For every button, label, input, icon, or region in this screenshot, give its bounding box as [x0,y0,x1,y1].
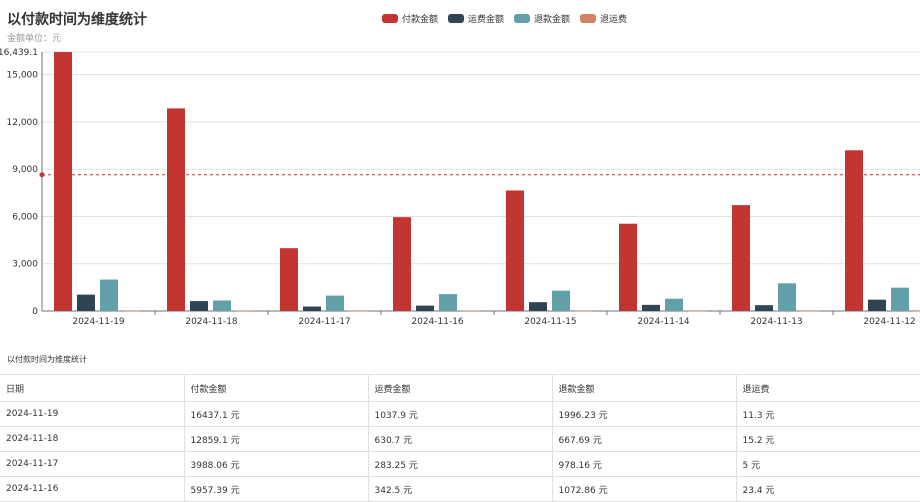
y-tick-label: 15,000 [7,71,39,81]
x-tick-label: 2024-11-14 [637,317,690,327]
x-tick-label: 2024-11-17 [298,317,350,327]
bar [416,305,434,311]
legend-label-payment: 付款金额 [402,15,439,25]
bar [393,217,411,311]
bar [665,298,683,311]
bar [236,310,254,312]
bar [755,305,773,311]
column-header-refund: 退款金额 [551,374,737,402]
bar [280,248,298,311]
column-header-shipping: 运费金额 [367,374,553,402]
legend-item-refund[interactable]: 退款金额 [514,12,570,25]
bar [732,205,750,311]
table-cell: 630.7 元 [367,426,553,452]
bar [778,283,796,311]
bar [914,310,920,312]
table-header-row: 日期 付款金额 运费金额 退款金额 退运费 [0,374,920,402]
legend-item-shipping[interactable]: 运费金额 [448,12,504,25]
column-header-payment: 付款金额 [183,374,369,402]
x-tick-label: 2024-11-15 [524,317,576,327]
x-tick-label: 2024-11-19 [72,317,125,327]
bar [529,302,547,311]
table-row: 2024-11-18 12859.1 元 630.7 元 667.69 元 15… [0,426,920,452]
legend: 付款金额 运费金额 退款金额 退运费 [382,12,627,25]
bar [326,295,344,311]
table-cell: 16437.1 元 [183,401,369,427]
table-cell: 2024-11-18 [0,426,185,452]
bar [688,310,706,312]
legend-label-refund: 退款金额 [534,15,571,25]
x-tick-label: 2024-11-12 [863,317,915,327]
average-line-marker [39,172,45,178]
bar [462,310,480,312]
table-cell: 978.16 元 [551,451,737,477]
bar [303,306,321,311]
bar-chart: 0 3,000 6,000 9,000 12,000 15,000 16,439.1 2024… [0,48,920,327]
x-tick-label: 2024-11-16 [411,317,464,327]
table-cell: 2024-11-17 [0,451,185,477]
chart-subtitle: 金额单位：元 [7,34,62,44]
column-header-refund-shipping: 退运费 [735,374,920,402]
bar [801,310,819,312]
table-cell: 2024-11-16 [0,476,185,502]
bar [552,290,570,311]
table-row: 2024-11-16 5957.39 元 342.5 元 1072.86 元 2… [0,476,920,502]
data-table: 日期 付款金额 运费金额 退款金额 退运费 2024-11-19 16437.1… [0,374,920,502]
bar [123,310,141,312]
chart-title: 以付款时间为维度统计 [7,12,147,28]
x-tick-label: 2024-11-18 [185,317,238,327]
bar [439,294,457,311]
bar [190,301,208,311]
legend-label-shipping: 运费金额 [468,15,505,25]
table-cell: 15.2 元 [735,426,920,452]
x-tick-label: 2024-11-13 [750,317,802,327]
legend-swatch-refund-shipping [580,14,597,23]
legend-swatch-shipping [448,14,465,23]
bar [575,310,593,312]
table-row: 2024-11-17 3988.06 元 283.25 元 978.16 元 5… [0,451,920,477]
table-cell: 23.4 元 [735,476,920,502]
y-tick-label: 0 [32,307,38,317]
legend-swatch-refund [514,14,531,23]
bar [642,304,660,311]
y-tick-label: 12,000 [7,118,39,128]
table-cell: 1072.86 元 [551,476,737,502]
bar [167,108,185,312]
column-header-date: 日期 [0,374,185,402]
legend-item-refund-shipping[interactable]: 退运费 [580,12,627,25]
table-cell: 667.69 元 [551,426,737,452]
legend-label-refund-shipping: 退运费 [600,15,628,25]
table-cell: 283.25 元 [367,451,553,477]
bar [891,287,909,311]
bar [349,310,367,312]
bar [100,279,118,311]
legend-swatch-payment [382,14,398,23]
table-caption: 以付款时间为维度统计 [7,355,87,364]
y-max-label: 16,439.1 [0,48,38,58]
table-cell: 342.5 元 [367,476,553,502]
bar [845,150,863,311]
table-cell: 5957.39 元 [183,476,369,502]
table-cell: 5 元 [735,451,920,477]
bar [54,52,72,312]
table-cell: 2024-11-19 [0,401,185,427]
bar [868,299,886,311]
table-cell: 12859.1 元 [183,426,369,452]
table-cell: 1037.9 元 [367,401,553,427]
bar [506,190,524,311]
y-tick-label: 9,000 [12,165,38,175]
bar [77,294,95,311]
table-cell: 11.3 元 [735,401,920,427]
y-tick-label: 6,000 [12,212,38,222]
y-tick-label: 3,000 [12,260,38,270]
bar [213,300,231,311]
bar [619,223,637,311]
table-cell: 1996.23 元 [551,401,737,427]
legend-item-payment[interactable]: 付款金额 [382,12,438,25]
table-row: 2024-11-19 16437.1 元 1037.9 元 1996.23 元 … [0,401,920,427]
table-cell: 3988.06 元 [183,451,369,477]
